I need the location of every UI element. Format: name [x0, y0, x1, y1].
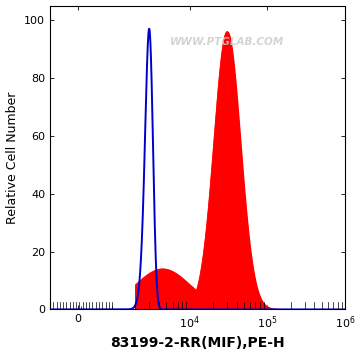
Y-axis label: Relative Cell Number: Relative Cell Number — [5, 91, 18, 224]
X-axis label: 83199-2-RR(MIF),PE-H: 83199-2-RR(MIF),PE-H — [110, 336, 285, 350]
Text: WWW.PTGLAB.COM: WWW.PTGLAB.COM — [170, 37, 284, 47]
